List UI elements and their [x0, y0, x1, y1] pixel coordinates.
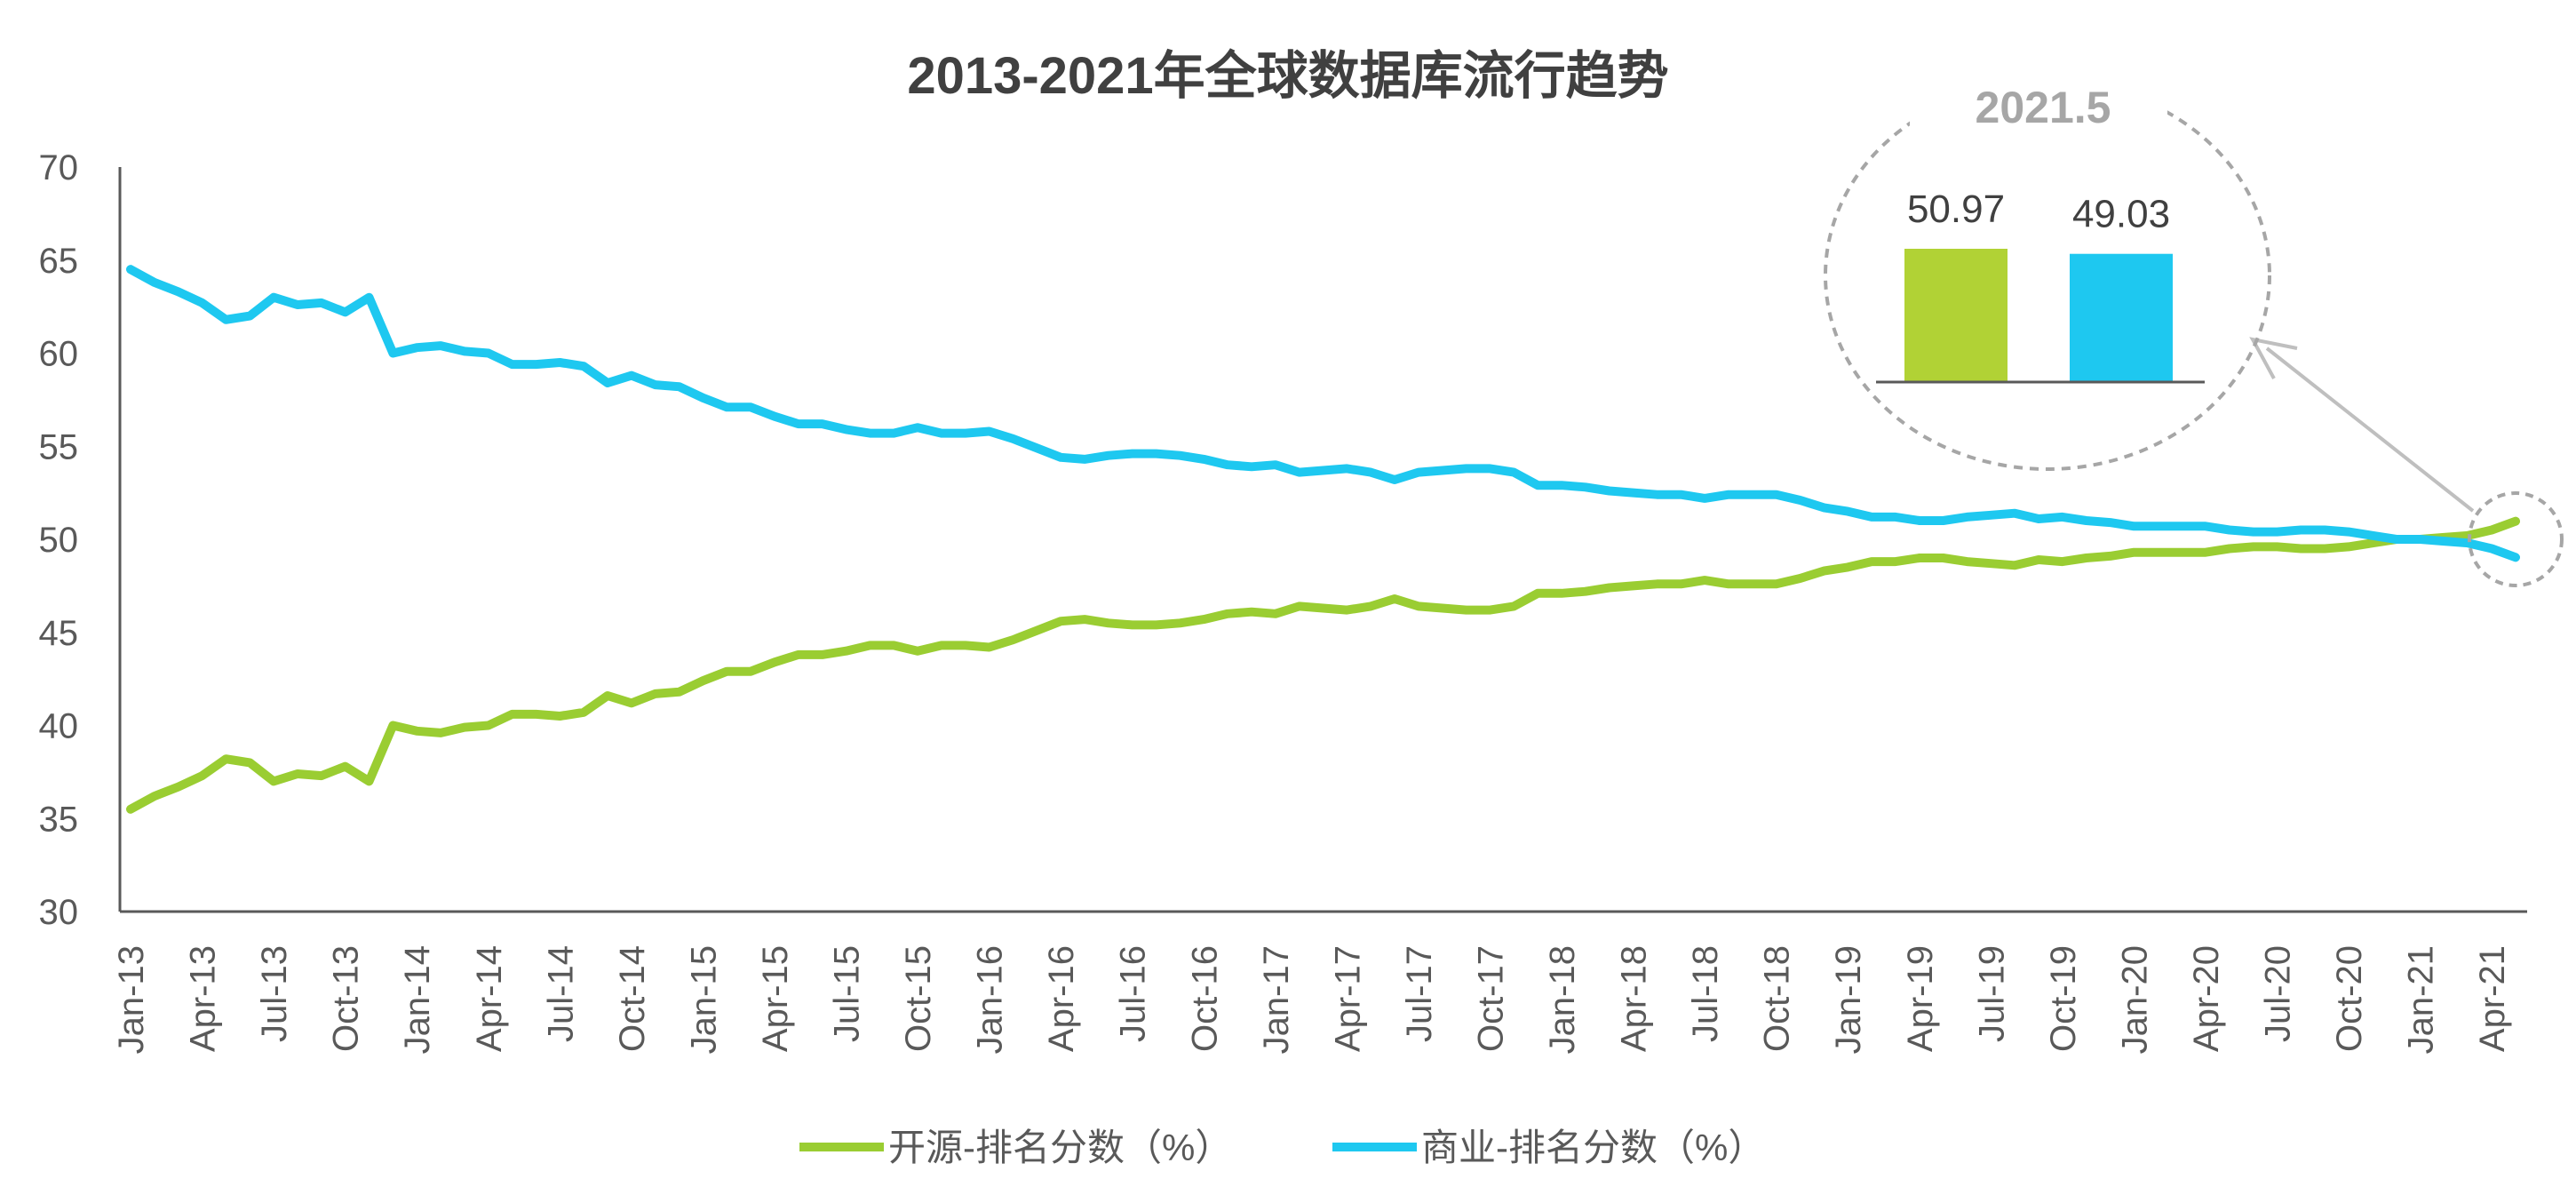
plot-lines — [126, 265, 2520, 814]
series-line-open-source — [126, 516, 2520, 814]
x-tick-label: Apr-18 — [1615, 945, 1654, 1052]
x-tick-label: Oct-19 — [2044, 945, 2083, 1052]
callout-value-commercial: 49.03 — [2072, 193, 2170, 236]
x-tick-label: Jan-13 — [112, 945, 151, 1054]
x-tick-label: Apr-14 — [470, 945, 509, 1052]
callout-bar-commercial — [2070, 253, 2173, 382]
x-tick-label: Apr-16 — [1042, 945, 1081, 1052]
x-tick-label: Jul-13 — [255, 945, 294, 1042]
callout-arrow-line — [2265, 347, 2475, 513]
y-axis-ticks: 30 35 40 45 50 55 60 65 70 — [39, 148, 79, 932]
x-tick-label: Oct-13 — [327, 945, 366, 1052]
callout-value-open-source: 50.97 — [1907, 187, 2005, 231]
y-tick-label: 30 — [39, 893, 79, 932]
x-tick-label: Jul-17 — [1400, 945, 1439, 1042]
x-tick-label: Jul-18 — [1686, 945, 1725, 1042]
x-tick-label: Apr-15 — [756, 945, 795, 1052]
x-tick-label: Apr-21 — [2473, 945, 2512, 1052]
legend: 开源-排名分数（%） 商业-排名分数（%） — [799, 1127, 1765, 1168]
x-tick-label: Apr-19 — [1901, 945, 1940, 1052]
callout-title: 2021.5 — [1976, 83, 2111, 132]
axes — [118, 167, 2527, 913]
y-tick-label: 60 — [39, 335, 79, 374]
callout-arrow-head — [2249, 337, 2298, 379]
y-tick-label: 35 — [39, 800, 79, 839]
callout-title-backdrop — [1910, 78, 2167, 140]
x-tick-label: Jul-14 — [541, 945, 580, 1042]
x-tick-label: Apr-17 — [1328, 945, 1367, 1052]
callout-bar-open-source — [1904, 249, 2008, 382]
x-tick-label: Oct-15 — [899, 945, 938, 1052]
x-tick-label: Oct-16 — [1185, 945, 1224, 1052]
y-tick-label: 70 — [39, 148, 79, 187]
x-tick-label: Jan-14 — [398, 945, 437, 1054]
x-tick-label: Oct-18 — [1758, 945, 1797, 1052]
legend-label-commercial: 商业-排名分数（%） — [1421, 1127, 1765, 1168]
x-tick-label: Jan-15 — [684, 945, 723, 1054]
x-tick-label: Jan-16 — [971, 945, 1010, 1054]
x-tick-label: Jan-20 — [2115, 945, 2154, 1054]
x-tick-label: Jul-20 — [2259, 945, 2298, 1042]
x-tick-label: Apr-20 — [2187, 945, 2226, 1052]
x-tick-label: Apr-13 — [184, 945, 223, 1052]
chart-title: 2013-2021年全球数据库流行趋势 — [907, 47, 1668, 105]
y-tick-label: 50 — [39, 521, 79, 560]
y-tick-label: 65 — [39, 242, 79, 281]
x-tick-label: Jan-19 — [1829, 945, 1868, 1054]
x-tick-label: Jan-18 — [1543, 945, 1582, 1054]
x-tick-label: Jan-21 — [2402, 945, 2441, 1054]
x-tick-label: Oct-20 — [2330, 945, 2369, 1052]
x-tick-label: Jan-17 — [1257, 945, 1296, 1054]
callout-focus-circle — [2468, 491, 2564, 587]
callout-inset: 2021.5 50.97 49.03 — [1824, 78, 2564, 587]
x-tick-label: Jul-16 — [1114, 945, 1153, 1042]
y-tick-label: 40 — [39, 707, 79, 746]
x-tick-label: Oct-17 — [1471, 945, 1510, 1052]
legend-label-open-source: 开源-排名分数（%） — [888, 1127, 1232, 1168]
y-tick-label: 55 — [39, 427, 79, 466]
x-tick-label: Jul-19 — [1972, 945, 2011, 1042]
x-tick-label: Oct-14 — [613, 945, 652, 1052]
x-axis-ticks: Jan-13 Apr-13 Jul-13 Oct-13 Jan-14 Apr-14 Jul-… — [112, 945, 2512, 1054]
y-tick-label: 45 — [39, 614, 79, 653]
x-tick-label: Jul-15 — [828, 945, 867, 1042]
